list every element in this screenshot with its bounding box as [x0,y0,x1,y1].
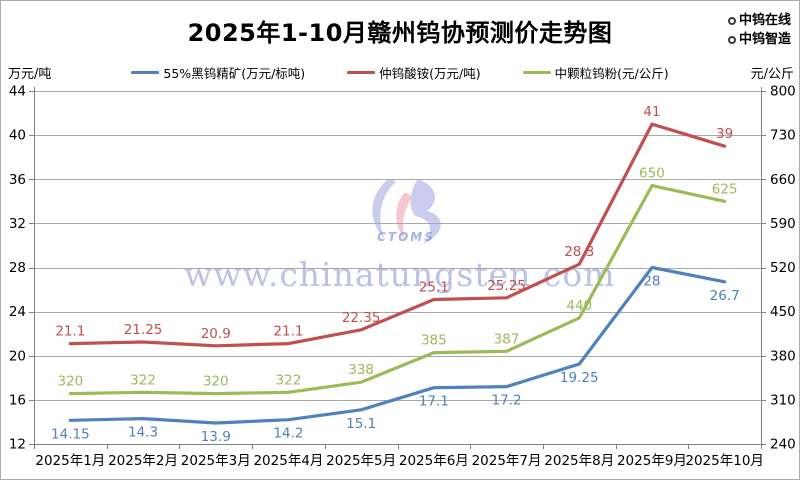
svg-text:2025年7月: 2025年7月 [472,453,542,469]
svg-text:19.25: 19.25 [560,370,599,386]
svg-text:20.9: 20.9 [201,326,231,342]
badge-zhongwu-online: 中钨在线 [727,11,791,30]
globe-icon [727,16,736,25]
svg-text:387: 387 [494,331,520,347]
chart-title: 2025年1-10月赣州钨协预测价走势图 [187,19,613,47]
svg-text:520: 520 [770,260,796,276]
legend-item-tungsten-powder: 中颗粒钨粉(元/公斤) [522,63,669,82]
svg-text:450: 450 [770,304,796,320]
right-axis-unit: 元/公斤 [750,67,794,82]
svg-text:25.25: 25.25 [487,278,526,294]
x-axis-labels: 2025年1月 2025年2月 2025年3月 2025年4月 2025年5月 2025年… [35,453,764,469]
svg-text:240: 240 [770,437,796,453]
svg-text:590: 590 [770,216,796,232]
svg-text:36: 36 [9,172,26,188]
legend-item-apt: 仲钨酸铵(万元/吨) [347,63,481,82]
svg-text:15.1: 15.1 [346,416,376,432]
svg-text:44: 44 [9,84,26,100]
svg-text:14.15: 14.15 [51,426,90,442]
svg-text:13.9: 13.9 [201,429,231,445]
svg-text:2025年8月: 2025年8月 [544,453,614,469]
svg-text:2025年1月: 2025年1月 [35,453,105,469]
svg-text:39: 39 [716,126,733,142]
svg-text:730: 730 [770,128,796,144]
svg-text:2025年4月: 2025年4月 [253,453,323,469]
svg-text:322: 322 [276,372,302,388]
legend-label: 55%黑钨精矿(万元/标吨) [163,66,306,81]
svg-text:21.1: 21.1 [273,324,303,340]
watermark-url: www.chinatungsten.com [184,255,616,294]
svg-text:380: 380 [770,348,796,364]
svg-text:2025年3月: 2025年3月 [181,453,251,469]
svg-text:17.1: 17.1 [419,394,449,410]
svg-text:320: 320 [57,374,83,390]
axes [29,87,766,449]
svg-text:650: 650 [639,166,665,182]
svg-text:14.3: 14.3 [128,425,158,441]
svg-text:21.25: 21.25 [124,322,163,338]
series-line-0 [68,265,727,425]
svg-text:32: 32 [9,216,26,232]
svg-text:2025年2月: 2025年2月 [108,453,178,469]
badge-label: 中钨智造 [738,32,791,47]
svg-text:2025年5月: 2025年5月 [326,453,396,469]
svg-text:310: 310 [770,392,796,408]
svg-text:320: 320 [203,374,229,390]
svg-text:20: 20 [9,348,26,364]
series-labels-0: 14.15 14.3 13.9 14.2 15.1 17.1 17.2 19.25 28 26.7 [51,274,740,446]
brand-badges: 中钨在线 中钨智造 [727,11,791,49]
series-line-1 [68,122,727,348]
svg-text:40: 40 [9,128,26,144]
svg-text:2025年10月: 2025年10月 [685,453,764,469]
badge-zhongwu-zhizao: 中钨智造 [727,30,791,49]
left-axis-unit: 万元/吨 [8,67,52,82]
legend-swatch-green [522,70,551,75]
legend-swatch-blue [131,70,160,75]
svg-text:17.2: 17.2 [492,393,522,409]
left-axis-labels: 44 40 36 32 28 24 20 16 12 [9,84,26,453]
ctoms-logo [372,179,441,244]
svg-text:660: 660 [770,172,796,188]
ctoms-caption: CTOMS [377,230,435,244]
svg-text:800: 800 [770,84,796,100]
globe-icon [727,35,736,44]
svg-text:28: 28 [9,260,26,276]
legend-label: 中颗粒钨粉(元/公斤) [554,66,669,81]
legend-label: 仲钨酸铵(万元/吨) [379,66,481,81]
svg-text:2025年9月: 2025年9月 [617,453,687,469]
svg-text:28: 28 [643,274,660,290]
right-axis-labels: 800 730 660 590 520 450 380 310 240 [770,84,796,453]
svg-text:25.1: 25.1 [419,279,449,295]
svg-text:385: 385 [421,333,447,349]
svg-text:22.35: 22.35 [342,310,381,326]
legend-swatch-red [347,70,376,75]
series-labels-2: 320 322 320 322 338 385 387 440 650 625 [57,166,737,390]
chart-legend: 55%黑钨精矿(万元/标吨) 仲钨酸铵(万元/吨) 中颗粒钨粉(元/公斤) [1,63,799,82]
svg-text:440: 440 [566,298,592,314]
svg-text:338: 338 [348,362,374,378]
svg-text:14.2: 14.2 [273,426,303,442]
svg-text:16: 16 [9,392,26,408]
svg-text:28.3: 28.3 [564,244,594,260]
svg-text:2025年6月: 2025年6月 [399,453,469,469]
svg-text:322: 322 [130,372,156,388]
svg-text:24: 24 [9,304,26,320]
svg-text:12: 12 [9,437,26,453]
svg-text:26.7: 26.7 [710,288,740,304]
svg-text:21.1: 21.1 [55,324,85,340]
series-labels-1: 21.1 21.25 20.9 21.1 22.35 25.1 25.25 28.3 41 39 [55,104,733,342]
series-line-2 [68,184,727,396]
svg-text:41: 41 [643,104,660,120]
svg-text:625: 625 [712,181,738,197]
badge-label: 中钨在线 [738,13,791,28]
legend-item-black-tungsten: 55%黑钨精矿(万元/标吨) [131,63,305,82]
